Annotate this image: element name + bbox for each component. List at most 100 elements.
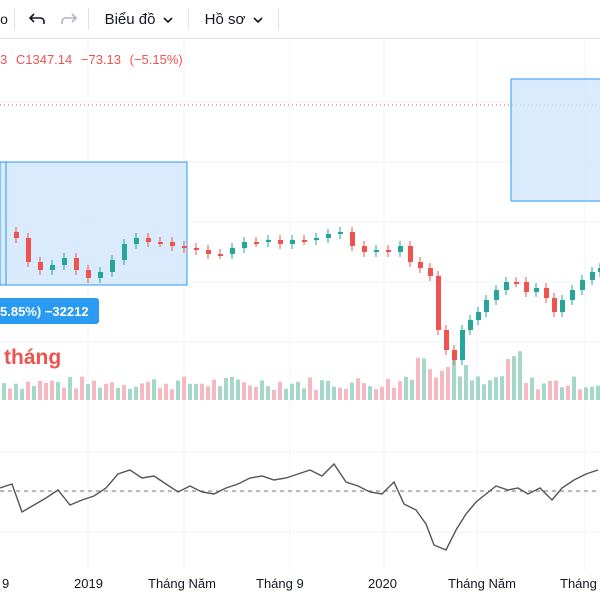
volume-bar (422, 358, 426, 400)
measure-range-box (0, 161, 188, 286)
volume-bar (350, 382, 354, 400)
profile-menu-button[interactable]: Hồ sơ (198, 0, 270, 38)
volume-bar (572, 376, 576, 400)
candlestick (218, 254, 223, 256)
volume-bar (434, 377, 438, 400)
measure-tooltip: 5.85%) −32212 (0, 298, 99, 324)
volume-bar (68, 376, 72, 400)
legend-change-percent: (−5.15%) (129, 52, 183, 67)
x-axis-label: Tháng Năm (148, 576, 216, 591)
candlestick (514, 282, 519, 284)
chart-menu-button[interactable]: Biểu đồ (98, 0, 180, 38)
candlestick (182, 246, 187, 248)
candlestick (468, 320, 473, 330)
volume-bar (62, 387, 66, 400)
volume-bar (368, 386, 372, 400)
candlestick (494, 290, 499, 300)
x-axis-label: 9 (2, 576, 10, 591)
volume-bar (506, 358, 510, 400)
chart-menu-label: Biểu đồ (104, 10, 156, 28)
volume-bar (584, 387, 588, 400)
partial-toolbar-button[interactable]: o (0, 0, 8, 38)
volume-bar (374, 389, 378, 400)
volume-bar (512, 356, 516, 400)
volume-bar (362, 383, 366, 400)
volume-bar (338, 387, 342, 400)
price-chart[interactable] (0, 40, 600, 570)
toolbar-divider (188, 8, 189, 30)
candlestick (134, 238, 139, 244)
candlestick (534, 288, 539, 292)
volume-bar (542, 383, 546, 400)
volume-bar (92, 380, 96, 400)
volume-bar (14, 383, 18, 400)
volume-bar (206, 386, 210, 400)
volume-bar (590, 386, 594, 400)
volume-bar (56, 382, 60, 400)
volume-bar (464, 365, 468, 400)
volume-bar (74, 388, 78, 400)
x-axis-label: 2019 (74, 576, 103, 591)
candlestick (206, 250, 211, 254)
candlestick (146, 238, 151, 242)
candlestick (338, 232, 343, 234)
volume-bar (182, 376, 186, 400)
candlestick (350, 232, 355, 246)
measure-period-label: tháng (4, 346, 62, 369)
candlestick (544, 288, 549, 298)
volume-bar (26, 381, 30, 400)
volume-bar (524, 382, 528, 400)
volume-bar (170, 389, 174, 400)
volume-bar (344, 388, 348, 400)
x-axis-label: 2020 (368, 576, 397, 591)
undo-icon (28, 13, 45, 24)
x-axis-label: Tháng (560, 576, 597, 591)
toolbar-divider (14, 8, 15, 30)
candlestick (362, 246, 367, 252)
candlestick (62, 258, 67, 265)
volume-bar (296, 381, 300, 400)
volume-bar (104, 383, 108, 400)
volume-bar (254, 386, 258, 400)
candlestick (452, 350, 457, 360)
candlestick (460, 330, 465, 360)
candlestick (436, 276, 441, 330)
volume-bar (356, 378, 360, 400)
candlestick (86, 270, 91, 278)
candlestick (374, 250, 379, 252)
volume-bar (248, 385, 252, 400)
volume-bar (8, 388, 12, 400)
candlestick (122, 244, 127, 260)
volume-bar (152, 379, 156, 400)
redo-icon (61, 13, 78, 24)
candlestick (560, 300, 565, 312)
candlestick (14, 232, 19, 238)
ohlc-legend: 3 C1347.14 −73.13 (−5.15%) (0, 52, 188, 67)
volume-bar (272, 389, 276, 400)
candlestick (570, 290, 575, 300)
volume-bar (500, 376, 504, 400)
candlestick (484, 300, 489, 312)
toolbar-divider (88, 8, 89, 30)
volume-bar (440, 370, 444, 400)
undo-button[interactable] (24, 0, 50, 38)
measure-tooltip-text: 5.85%) −32212 (0, 303, 89, 319)
candlestick (590, 272, 595, 280)
candlestick (314, 238, 319, 240)
volume-bar (134, 386, 138, 400)
volume-bar (392, 387, 396, 400)
chevron-down-icon (253, 12, 263, 27)
candlestick (110, 260, 115, 272)
volume-bar (398, 381, 402, 400)
profile-menu-label: Hồ sơ (204, 10, 246, 28)
candlestick (302, 240, 307, 242)
volume-bar (50, 380, 54, 400)
chevron-down-icon (163, 12, 174, 27)
candlestick (266, 240, 271, 242)
volume-bar (326, 380, 330, 400)
candlestick (290, 240, 295, 244)
redo-button[interactable] (56, 0, 82, 38)
volume-bar (302, 388, 306, 400)
volume-bar (482, 384, 486, 400)
volume-bar (266, 386, 270, 400)
